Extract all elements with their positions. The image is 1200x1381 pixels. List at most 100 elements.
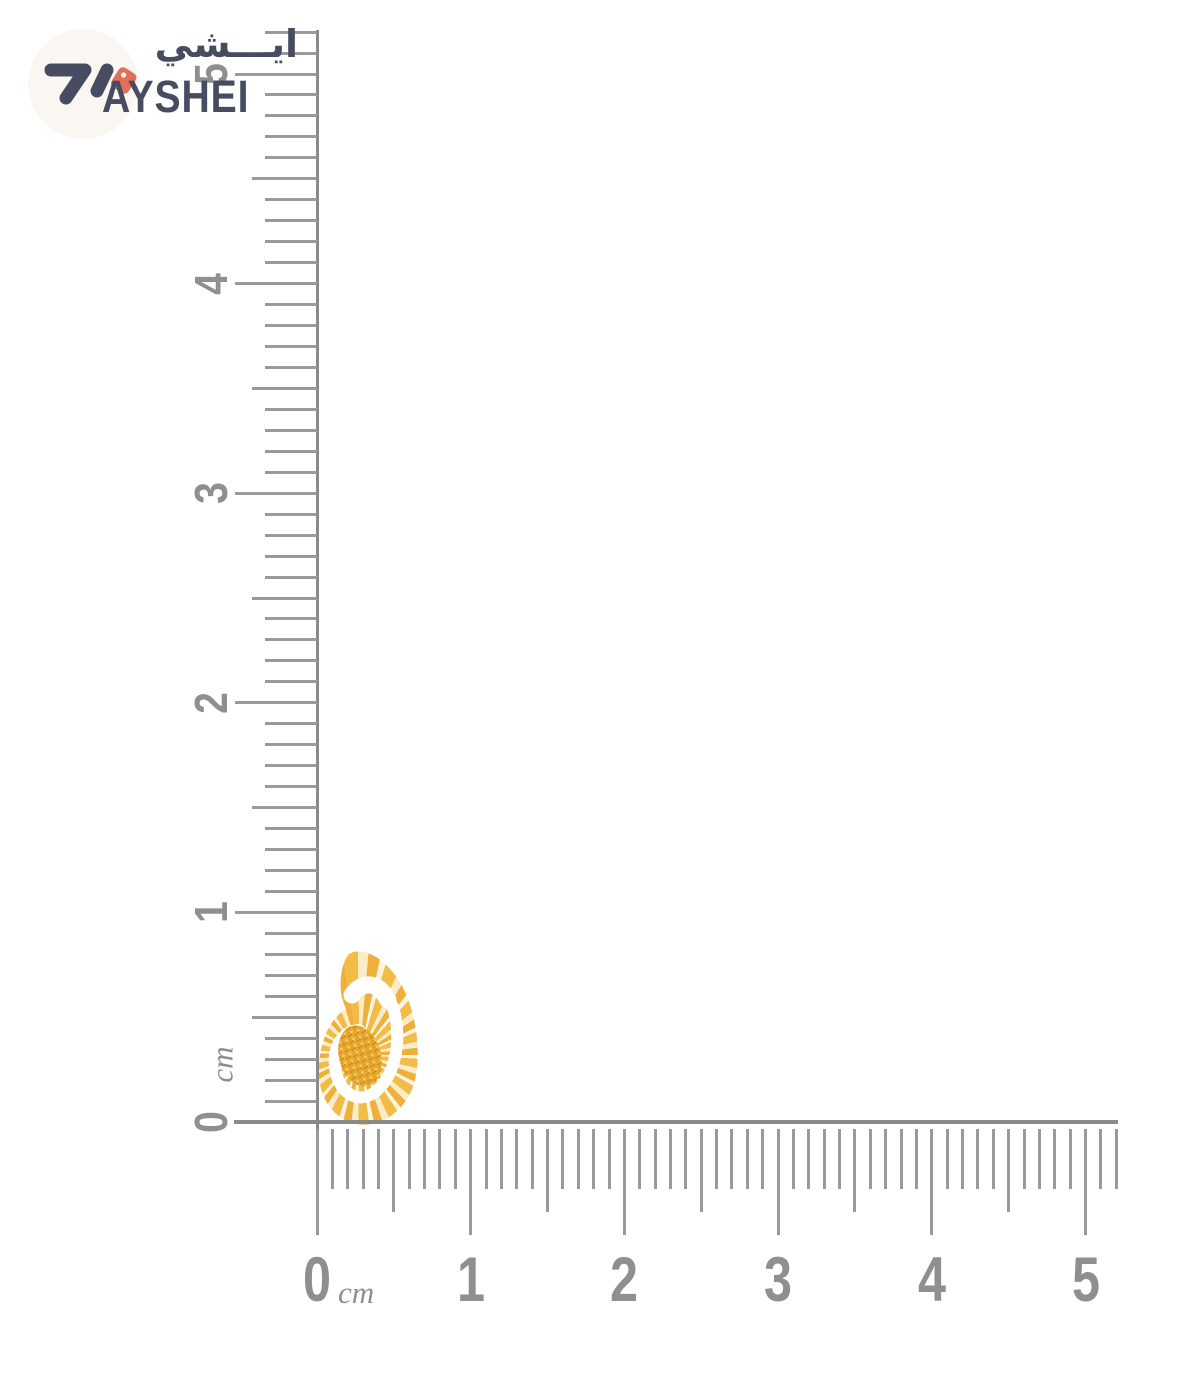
ruler-tick	[265, 575, 317, 579]
ruler-tick	[265, 868, 317, 872]
ruler-tick	[392, 1129, 396, 1212]
logo-accent-stroke	[90, 63, 114, 98]
ruler-tick	[265, 114, 317, 118]
ruler-tick	[776, 1129, 780, 1235]
ruler-tick	[914, 1129, 918, 1189]
ruler-tick	[265, 324, 317, 328]
horizontal-ruler-number-3: 3	[764, 1244, 793, 1315]
horizontal-ruler-number-0: 0	[302, 1244, 332, 1315]
ruler-tick	[235, 72, 317, 76]
ruler-tick	[252, 386, 317, 390]
ruler-tick	[265, 428, 317, 432]
brand-name-latin: AYSHEI	[102, 71, 250, 122]
vertical-ruler-unit-label: cm	[204, 1046, 240, 1083]
vertical-ruler-number-1: 1	[185, 901, 237, 924]
ruler-tick	[265, 261, 317, 265]
ruler-tick	[265, 722, 317, 726]
vertical-ruler-number-0: 0	[185, 1111, 237, 1133]
ruler-tick	[438, 1129, 442, 1189]
ruler-tick	[961, 1129, 965, 1189]
ruler-tick	[745, 1129, 749, 1189]
horizontal-ruler-number-4: 4	[917, 1244, 946, 1315]
ruler-tick	[265, 1078, 317, 1082]
horizontal-ruler-number-1: 1	[456, 1244, 485, 1315]
ruler-tick	[361, 1129, 365, 1189]
ruler-tick	[315, 1129, 319, 1235]
ruler-tick	[265, 51, 317, 55]
ruler-tick	[235, 701, 317, 705]
ruler-tick	[265, 512, 317, 516]
ruler-tick	[807, 1129, 811, 1189]
ruler-tick	[235, 282, 317, 286]
ruler-tick	[265, 889, 317, 893]
ruler-tick	[235, 491, 317, 495]
ruler-tick	[576, 1129, 580, 1189]
ruler-tick	[265, 1057, 317, 1061]
ruler-tick	[853, 1129, 857, 1212]
ruler-tick	[265, 743, 317, 747]
product-photo-gold-earring	[318, 948, 422, 1126]
ruler-tick	[265, 135, 317, 139]
ruler-tick	[884, 1129, 888, 1189]
ruler-tick	[761, 1129, 765, 1189]
ruler-tick	[622, 1129, 626, 1235]
ruler-tick	[265, 973, 317, 977]
ruler-tick	[838, 1129, 842, 1189]
ruler-tick	[235, 910, 317, 914]
ruler-tick	[930, 1129, 934, 1235]
ruler-tick	[265, 764, 317, 768]
ruler-tick	[265, 198, 317, 202]
ruler-tick	[265, 659, 317, 663]
ruler-tick	[265, 449, 317, 453]
ruler-tick	[423, 1129, 427, 1189]
ruler-tick	[252, 596, 317, 600]
ruler-tick	[265, 344, 317, 348]
ruler-tick	[265, 1036, 317, 1040]
ruler-tick	[499, 1129, 503, 1189]
ruler-tick	[699, 1129, 703, 1212]
ruler-tick	[1053, 1129, 1057, 1189]
ruler-tick	[265, 365, 317, 369]
vertical-ruler-number-3: 3	[185, 482, 237, 505]
ruler-tick	[546, 1129, 550, 1212]
ruler-tick	[265, 240, 317, 244]
horizontal-ruler-number-2: 2	[610, 1244, 639, 1315]
ruler-tick	[791, 1129, 795, 1189]
ruler-tick	[638, 1129, 642, 1189]
horizontal-ruler-number-5: 5	[1071, 1244, 1100, 1315]
ruler-tick	[265, 554, 317, 558]
ruler-tick	[265, 848, 317, 852]
ruler-tick	[1007, 1129, 1011, 1212]
ruler-tick	[330, 1129, 334, 1189]
ruler-tick	[976, 1129, 980, 1189]
ruler-tick	[265, 931, 317, 935]
logo-seven-stroke	[44, 63, 92, 105]
ruler-tick	[376, 1129, 380, 1189]
ruler-tick	[1068, 1129, 1072, 1189]
ruler-tick	[265, 638, 317, 642]
brand-logo-mark	[28, 29, 138, 139]
ruler-tick	[265, 617, 317, 621]
ruler-tick	[265, 470, 317, 474]
ruler-tick	[265, 785, 317, 789]
ruler-tick	[265, 533, 317, 537]
ruler-tick	[1084, 1129, 1087, 1235]
ruler-tick	[265, 30, 317, 34]
ruler-tick	[265, 952, 317, 956]
ruler-tick	[265, 303, 317, 307]
ruler-tick	[265, 219, 317, 223]
ruler-tick	[346, 1129, 350, 1189]
ruler-tick	[265, 93, 317, 97]
ruler-tick	[715, 1129, 719, 1189]
ruler-tick	[868, 1129, 872, 1189]
ruler-tick	[730, 1129, 734, 1189]
ruler-tick	[265, 680, 317, 684]
ruler-tick	[407, 1129, 411, 1189]
ruler-tick	[265, 407, 317, 411]
ruler-tick	[669, 1129, 672, 1189]
ruler-tick	[252, 806, 317, 810]
ruler-tick	[822, 1129, 826, 1189]
ruler-tick	[252, 177, 317, 181]
ruler-tick	[653, 1129, 657, 1189]
vertical-ruler-number-4: 4	[185, 272, 237, 295]
